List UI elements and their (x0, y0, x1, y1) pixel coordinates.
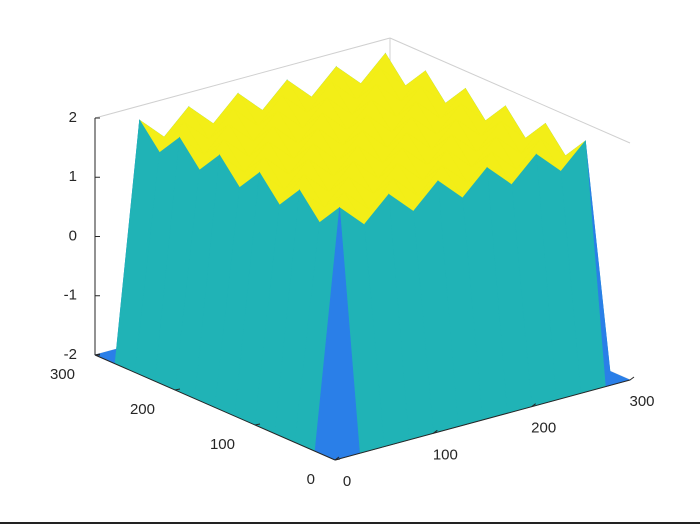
y-tick-label: 0 (307, 471, 315, 488)
y-tick (94, 353, 101, 356)
z-tick-label: 1 (69, 168, 77, 185)
x-tick (433, 429, 438, 434)
x-tick (531, 403, 536, 408)
axis-line (94, 354, 336, 461)
axis-line (334, 379, 631, 461)
x-tick (629, 376, 635, 381)
z-tick-label: 2 (69, 109, 77, 126)
y-tick-label: 100 (210, 436, 235, 453)
x-tick-label: 200 (531, 420, 556, 437)
box-line (389, 37, 631, 144)
box-line (94, 37, 391, 119)
y-tick (334, 458, 341, 461)
z-tick-label: -1 (64, 287, 77, 304)
y-tick-label: 300 (50, 366, 75, 383)
x-tick-label: 0 (343, 473, 351, 490)
z-tick-label: 0 (69, 227, 77, 244)
z-tick-label: -2 (64, 346, 77, 363)
y-tick (254, 423, 261, 426)
x-tick-label: 100 (433, 446, 458, 463)
y-tick-label: 200 (130, 401, 155, 418)
x-tick-label: 300 (629, 393, 654, 410)
y-tick (174, 388, 181, 391)
